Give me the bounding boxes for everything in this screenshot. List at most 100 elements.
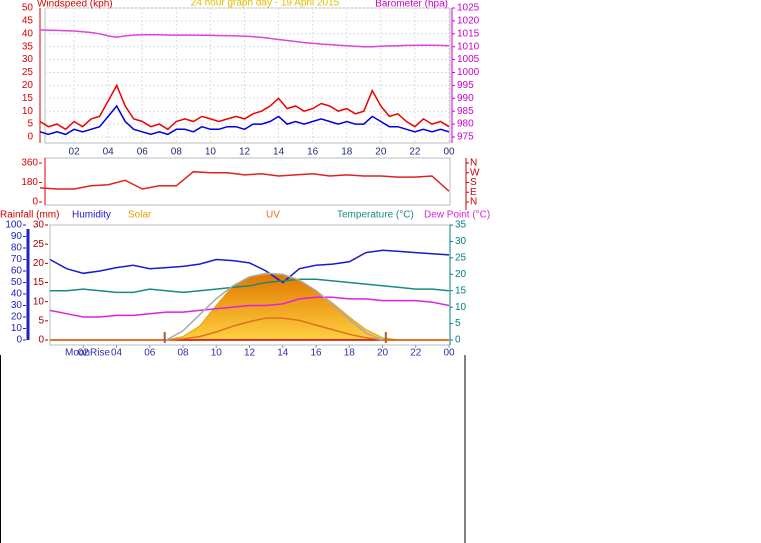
y-tick-label: 10 [22,106,34,117]
y-tick-label: 15 [455,285,467,296]
series-line [49,249,450,284]
y-tick-label: 30 [11,300,23,311]
y-tick-label: 40 [11,289,23,300]
x-tick-label: 04 [111,348,123,359]
x-tick-label: 18 [344,348,356,359]
x-tick-label: 14 [277,348,289,359]
y-tick-label: 0 [16,335,22,346]
y-tick-label: 1005 [457,54,480,65]
y2-axis-label: Barometer (hpa) [375,0,448,10]
plot-frame [44,7,451,144]
y-tick-label: E [470,187,477,198]
series-area [50,273,449,341]
y-tick-label: 100 [5,220,22,231]
y-tick-label: 90 [11,231,23,242]
annotation: MoonRise [65,348,110,359]
y-tick-label: 15 [33,277,45,288]
x-tick-label: 06 [144,348,156,359]
legend-entry: Humidity [72,210,111,221]
x-tick-label: 06 [137,147,149,158]
legend-entry: Temperature (°C) [337,210,414,221]
y-tick-label: 25 [455,252,467,263]
y-tick-label: 1010 [457,41,480,52]
y-tick-label: 975 [457,132,474,143]
y-tick-label: 1015 [457,28,480,39]
y-tick-label: 10 [455,302,467,313]
y-tick-label: 20 [33,258,45,269]
y-tick-label: 35 [455,220,467,231]
x-tick-label: 00 [443,348,455,359]
y-tick-label: 1025 [457,3,480,14]
x-tick-label: 08 [177,348,189,359]
y-tick-label: 0 [32,197,38,208]
y-tick-label: 0 [38,335,44,346]
y-axis-label: Windspeed (kph) [37,0,113,10]
y-tick-label: 10 [11,323,23,334]
x-tick-label: 12 [244,348,256,359]
y-tick-label: 5 [27,119,33,130]
y-tick-label: 1020 [457,16,480,27]
y-tick-label: 980 [457,119,474,130]
x-tick-label: 20 [377,348,389,359]
x-tick-label: 04 [103,147,115,158]
y-tick-label: 20 [22,80,34,91]
x-tick-label: 22 [410,348,422,359]
series-line [39,170,450,192]
series-line [49,296,450,318]
x-tick-label: 18 [341,147,353,158]
x-tick-label: 02 [78,348,90,359]
y-tick-label: 0 [27,132,33,143]
y-tick-label: N [470,197,477,208]
y-tick-label: 25 [33,239,45,250]
y-tick-label: 360 [21,158,38,169]
series-line [39,83,450,131]
y-tick-label: 50 [22,3,34,14]
y-tick-label: 70 [11,254,23,265]
x-tick-label: 12 [239,147,251,158]
legend-entry: Solar [128,210,152,221]
y-tick-label: 0 [455,335,461,346]
y-tick-label: 20 [11,312,23,323]
x-tick-label: 10 [211,348,223,359]
y-tick-label: 985 [457,106,474,117]
y-tick-label: 990 [457,93,474,104]
y-tick-label: W [470,167,480,178]
y-tick-label: 50 [11,277,23,288]
x-tick-label: 08 [171,147,183,158]
x-tick-label: 16 [307,147,319,158]
x-tick-label: 16 [310,348,322,359]
legend-entry: Dew Point (°C) [424,210,490,221]
y-tick-label: S [470,177,477,188]
y-tick-label: 995 [457,80,474,91]
y-tick-label: 10 [33,296,45,307]
series-line [39,104,450,136]
y-tick-label: 80 [11,243,23,254]
y-tick-label: 5 [455,318,461,329]
x-tick-label: 00 [443,147,455,158]
plot-frame [44,157,451,206]
y-tick-label: 180 [21,177,38,188]
x-tick-label: 20 [375,147,387,158]
y-tick-label: 15 [22,93,34,104]
x-tick-label: 02 [69,147,81,158]
y-tick-label: 5 [38,315,44,326]
y-tick-label: 30 [455,236,467,247]
y-tick-label: 25 [22,67,34,78]
x-tick-label: 10 [205,147,217,158]
x-tick-label: 14 [273,147,285,158]
y-tick-label: 40 [22,28,34,39]
y-tick-label: 30 [33,220,45,231]
y-tick-label: 60 [11,266,23,277]
series-line [39,29,450,48]
y-tick-label: 45 [22,16,34,27]
y-tick-label: N [470,158,477,169]
series-line [50,278,450,294]
y-tick-label: 35 [22,41,34,52]
y-tick-label: 1000 [457,67,480,78]
y-tick-label: 30 [22,54,34,65]
legend-entry: Rainfall (mm) [0,210,59,221]
series-line [166,272,383,341]
y-tick-label: 20 [455,269,467,280]
x-tick-label: 22 [409,147,421,158]
